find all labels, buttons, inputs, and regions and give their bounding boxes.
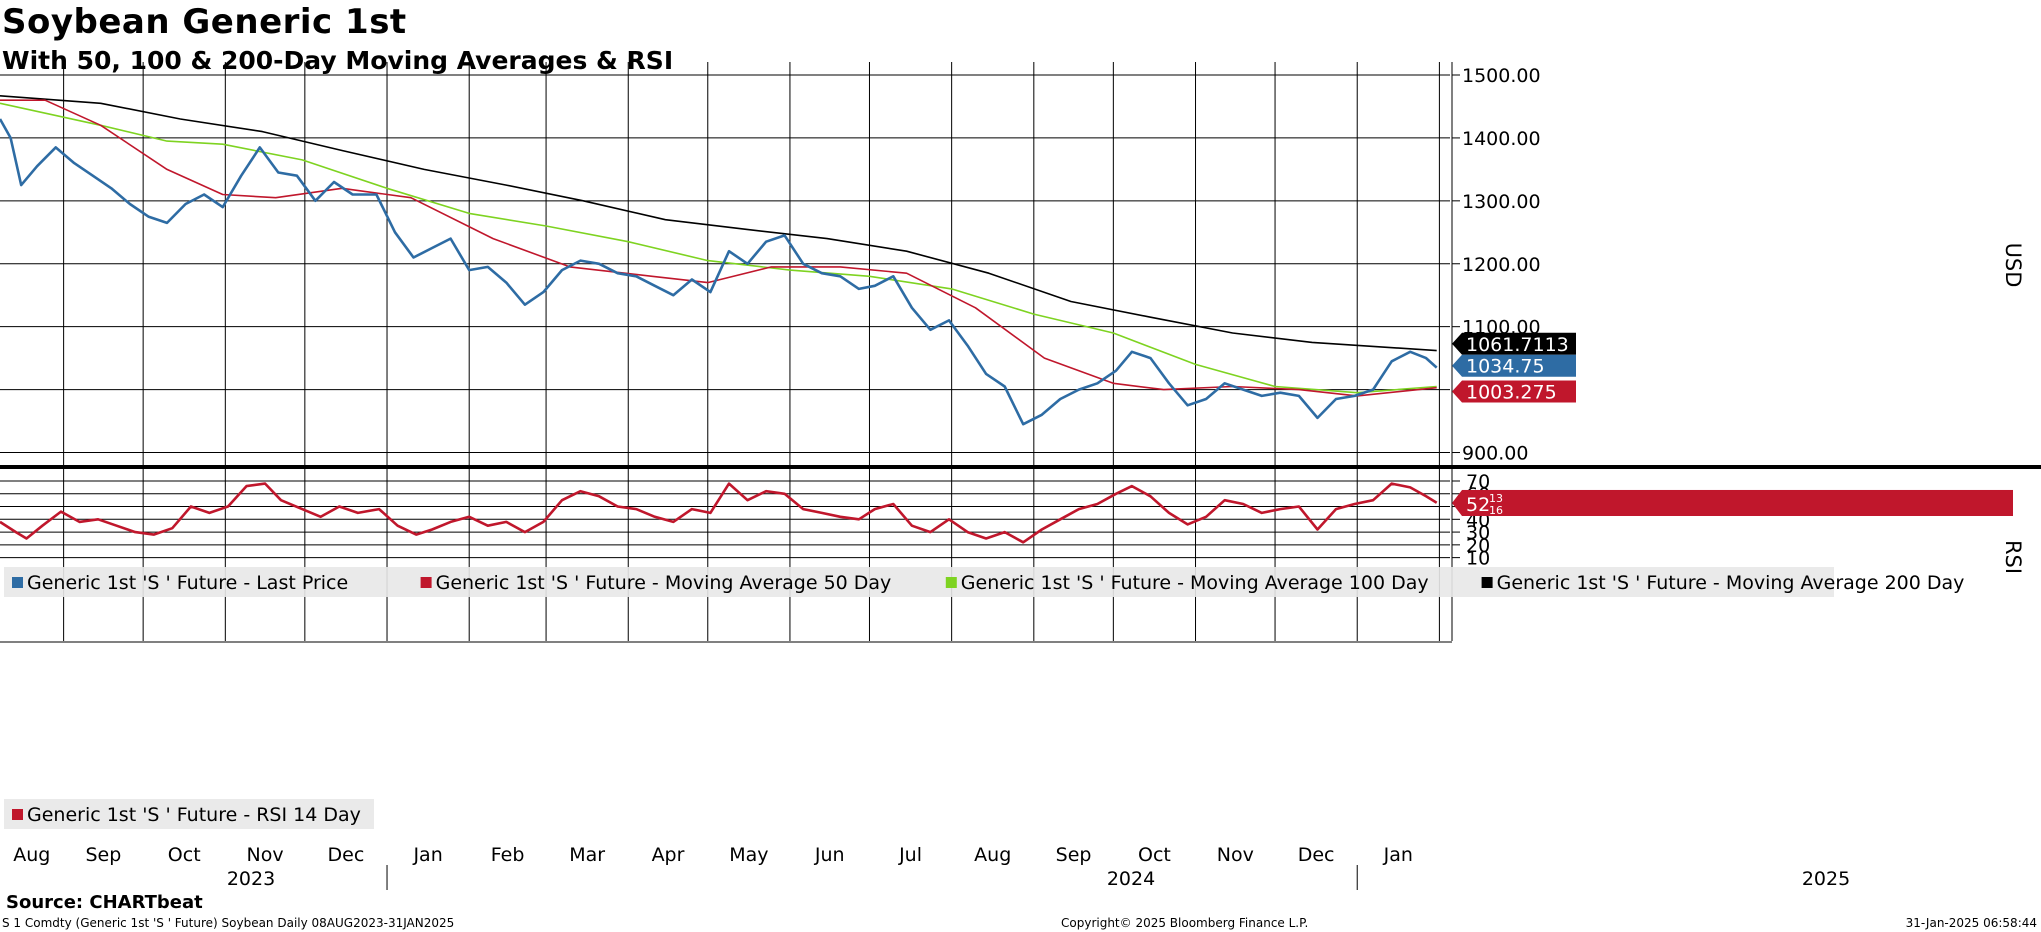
legend-label: Generic 1st 'S ' Future - Moving Average…: [961, 572, 1429, 594]
price-tick-label: 1300.00: [1462, 191, 1541, 213]
legend-swatch: [1481, 577, 1493, 588]
rsi-legend: Generic 1st 'S ' Future - RSI 14 Day: [4, 799, 374, 829]
rsi-axis-title: RSI: [2001, 540, 2025, 574]
x-month-label: Sep: [85, 844, 121, 866]
price-legend-bg: [4, 567, 1834, 597]
legend-swatch: [12, 809, 23, 820]
ma200-value-tag-text: 1061.7113: [1466, 334, 1569, 356]
x-year-label: 2024: [1107, 868, 1155, 890]
x-month-label: Jan: [412, 844, 442, 866]
axes: 1500.001400.001300.001200.001100.00900.0…: [13, 62, 2025, 890]
chart-subtitle: With 50, 100 & 200-Day Moving Averages &…: [2, 46, 674, 75]
x-month-label: Jun: [814, 844, 845, 866]
x-month-label: May: [729, 844, 768, 866]
rsi-value-tag-numerator: 13: [1489, 492, 1503, 505]
x-year-label: 2025: [1802, 868, 1850, 890]
footer-copyright: Copyright© 2025 Bloomberg Finance L.P.: [1061, 916, 1309, 930]
x-month-label: Sep: [1056, 844, 1092, 866]
price-tick-label: 900.00: [1462, 443, 1528, 465]
x-month-label: Aug: [974, 844, 1011, 866]
rsi-line-0: [0, 482, 1438, 544]
rsi-tick-label: 70: [1466, 471, 1490, 493]
rsi-panel: [0, 482, 1438, 544]
price-tick-label: 1500.00: [1462, 65, 1541, 87]
rsi-tick-label: 10: [1466, 548, 1490, 570]
x-month-label: Dec: [1298, 844, 1335, 866]
ma200-value-tag: 1061.7113: [1452, 332, 1576, 356]
x-month-label: Apr: [652, 844, 685, 866]
x-month-label: Jan: [1383, 844, 1413, 866]
rsi-value-tag-text: 52: [1466, 494, 1490, 516]
last-price-line-0: [0, 118, 1438, 426]
rsi-tick-label: 20: [1466, 535, 1490, 557]
price-tick-label: 1400.00: [1462, 128, 1541, 150]
legend-label: Generic 1st 'S ' Future - RSI 14 Day: [27, 804, 361, 826]
legend-label: Generic 1st 'S ' Future - Moving Average…: [436, 572, 892, 594]
x-month-label: Nov: [1217, 844, 1254, 866]
footer-ticker-info: S 1 Comdty (Generic 1st 'S ' Future) Soy…: [2, 916, 455, 930]
source-note: Source: CHARTbeat: [6, 892, 203, 913]
x-month-label: Jul: [898, 844, 922, 866]
legend-swatch: [420, 577, 432, 588]
x-year-label: 2023: [227, 868, 275, 890]
moving-average-line-1: [0, 102, 1437, 394]
x-month-label: Feb: [491, 844, 525, 866]
rsi-legend-bg: [4, 799, 374, 829]
grid-lines: [0, 62, 2041, 643]
footer-timestamp: 31-Jan-2025 06:58:44: [1905, 916, 2037, 930]
last-price-value-tag: 1034.75: [1452, 354, 1576, 378]
last-price-value-tag-text: 1034.75: [1466, 356, 1545, 378]
legend-label: Generic 1st 'S ' Future - Moving Average…: [1497, 572, 1965, 594]
legends: Generic 1st 'S ' Future - Last Price Gene…: [4, 567, 1964, 829]
x-month-label: Oct: [168, 844, 201, 866]
price-panel: [0, 95, 1438, 426]
x-month-label: Aug: [13, 844, 50, 866]
ma50-value-tag: 1003.275: [1452, 380, 1576, 404]
chart-title: Soybean Generic 1st: [2, 2, 407, 42]
last-price-value-tag-box: [1452, 354, 1576, 377]
price-tick-label: 1200.00: [1462, 254, 1541, 276]
rsi-value-tag-fill: [1462, 489, 2013, 516]
moving-average-line-0: [0, 95, 1437, 352]
price-legend: Generic 1st 'S ' Future - Last Price Gene…: [4, 567, 1964, 597]
price-axis-title: USD: [2001, 243, 2025, 288]
legend-label: Generic 1st 'S ' Future - Last Price: [27, 572, 348, 594]
moving-average-line-2: [0, 99, 1437, 397]
ma50-value-tag-box: [1452, 380, 1576, 403]
ma200-value-tag-box: [1452, 332, 1576, 355]
legend-swatch: [12, 577, 23, 588]
x-month-label: Nov: [247, 844, 284, 866]
x-month-label: Oct: [1138, 844, 1171, 866]
rsi-value-tag-denominator: 16: [1489, 504, 1503, 517]
rsi-tick-label: 30: [1466, 522, 1490, 544]
legend-swatch: [945, 577, 957, 588]
panel-separator: [0, 465, 2041, 469]
ma50-value-tag-text: 1003.275: [1466, 382, 1557, 404]
x-month-label: Mar: [569, 844, 605, 866]
x-month-label: Dec: [328, 844, 365, 866]
